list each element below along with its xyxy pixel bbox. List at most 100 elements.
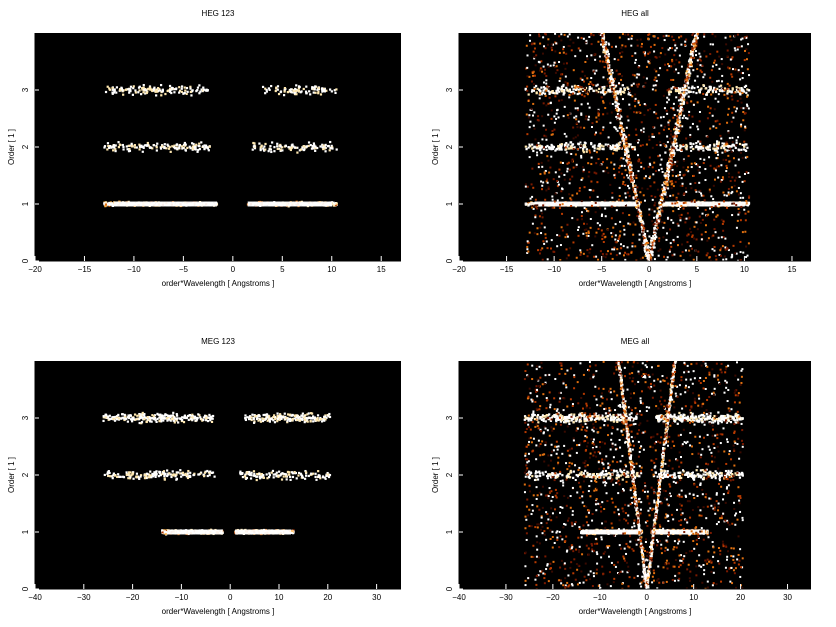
pixel — [585, 228, 588, 231]
pixel — [169, 150, 172, 153]
pixel — [172, 88, 176, 91]
pixel — [698, 146, 701, 150]
pixel — [611, 102, 614, 105]
pixel — [317, 86, 320, 90]
pixel — [555, 117, 558, 120]
pixel — [537, 141, 540, 144]
pixel — [581, 89, 585, 93]
pixel — [607, 60, 610, 63]
pixel — [653, 233, 656, 236]
pixel — [541, 184, 544, 187]
pixel — [558, 51, 561, 54]
pixel — [711, 211, 714, 214]
pixel — [713, 144, 716, 147]
pixel — [688, 110, 691, 113]
pixel — [711, 33, 714, 36]
pixel — [667, 98, 670, 101]
pixel — [322, 147, 325, 151]
pixel — [692, 39, 695, 42]
pixel — [692, 33, 695, 35]
pixel — [545, 135, 548, 138]
pixel — [726, 92, 729, 95]
pixel — [674, 127, 677, 130]
pixel — [198, 142, 201, 145]
pixel — [624, 139, 627, 142]
pixel — [579, 146, 582, 149]
pixel — [666, 69, 669, 72]
pixel — [689, 90, 692, 93]
pixel — [279, 90, 282, 94]
pixel — [608, 71, 611, 74]
pixel — [730, 73, 733, 76]
pixel — [653, 210, 656, 213]
pixel — [716, 87, 719, 91]
pixel — [659, 144, 662, 147]
pixel — [542, 102, 545, 105]
pixel — [108, 87, 111, 90]
pixel — [573, 92, 576, 95]
pixel — [739, 240, 742, 243]
pixel — [613, 147, 616, 150]
pixel — [571, 85, 574, 88]
pixel — [709, 43, 712, 46]
pixel — [588, 36, 591, 39]
pixel — [533, 86, 536, 89]
pixel — [618, 36, 621, 39]
pixel — [742, 111, 745, 114]
pixel — [607, 171, 610, 174]
pixel — [641, 222, 644, 225]
pixel — [716, 150, 719, 153]
pixel — [666, 163, 669, 166]
pixel — [193, 146, 196, 149]
pixel — [531, 167, 534, 170]
pixel — [567, 143, 570, 146]
pixel — [687, 217, 690, 220]
pixel — [702, 146, 705, 149]
pixel — [647, 245, 650, 248]
pixel — [680, 145, 683, 148]
pixel — [694, 36, 697, 39]
pixel — [668, 167, 671, 170]
pixel — [747, 201, 751, 204]
pixel — [646, 256, 649, 259]
pixel — [287, 146, 290, 149]
pixel — [263, 145, 266, 148]
pixel — [676, 123, 679, 126]
pixel — [709, 53, 712, 56]
pixel — [717, 165, 720, 168]
pixel — [616, 146, 619, 149]
pixel — [680, 65, 683, 68]
pixel — [624, 251, 627, 254]
pixel — [622, 136, 625, 139]
pixel — [559, 143, 562, 146]
pixel — [746, 155, 749, 158]
pixel — [707, 213, 710, 216]
pixel — [722, 191, 725, 194]
pixel — [689, 72, 692, 75]
pixel — [609, 87, 613, 91]
pixel — [572, 126, 575, 129]
pixel — [180, 87, 183, 90]
pixel — [642, 167, 645, 170]
pixel — [744, 149, 747, 152]
pixel — [657, 219, 660, 222]
pixel — [624, 136, 627, 139]
pixel — [649, 259, 652, 261]
pixel — [321, 146, 324, 149]
pixel — [726, 82, 729, 85]
pixel — [581, 87, 584, 90]
pixel — [178, 146, 181, 149]
pixel — [665, 183, 668, 186]
pixel — [736, 33, 739, 36]
pixel — [696, 43, 699, 46]
pixel — [613, 126, 616, 129]
pixel — [744, 84, 748, 88]
pixel — [681, 125, 684, 128]
pixel — [682, 259, 685, 261]
pixel — [625, 144, 628, 147]
pixel — [666, 96, 669, 99]
pixel — [659, 212, 662, 215]
pixel — [672, 148, 675, 151]
pixel — [702, 149, 705, 152]
pixel — [627, 155, 630, 158]
